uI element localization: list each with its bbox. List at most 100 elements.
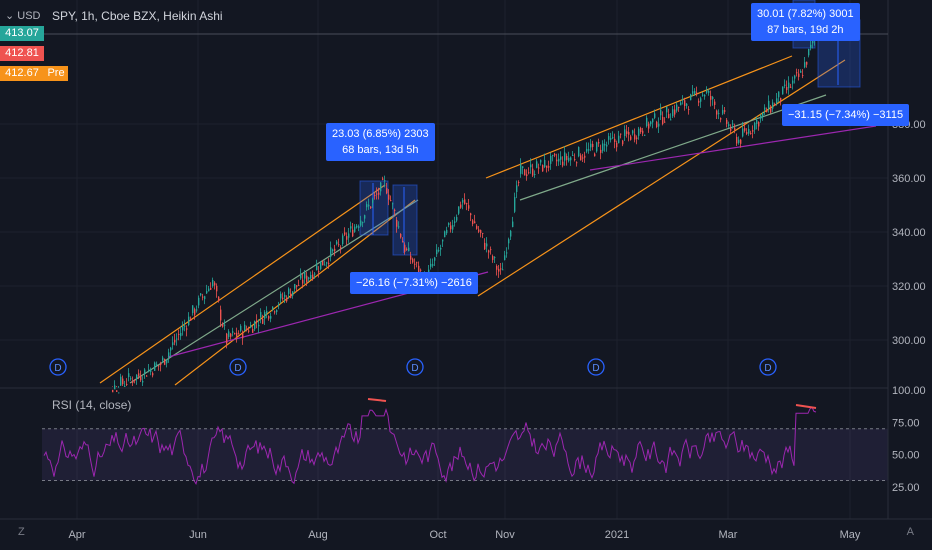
candle-body (528, 172, 530, 174)
candle-body (212, 280, 214, 287)
candle-body (222, 324, 224, 327)
candle-body (348, 233, 350, 238)
candle-body (538, 167, 540, 169)
candle-body (448, 222, 450, 226)
candle-body (718, 113, 720, 115)
candle-body (568, 157, 570, 161)
time-tick-label: May (840, 529, 861, 541)
candle-body (452, 225, 454, 230)
currency-label[interactable]: ⌄ USD (5, 10, 41, 22)
callout-mar-up[interactable]: 30.01 (7.82%) 3001 87 bars, 19d 2h (751, 3, 860, 41)
candle-body (598, 142, 600, 144)
callout-sep-down[interactable]: −26.16 (−7.31%) −2616 (350, 272, 478, 294)
candle-body (362, 222, 364, 224)
dividend-marker[interactable] (406, 358, 424, 376)
candle-body (154, 362, 156, 371)
candle-body (320, 261, 322, 270)
candle-body (642, 130, 644, 134)
candle-body (744, 128, 746, 131)
candle-body (464, 199, 466, 204)
callout-aug-up[interactable]: 23.03 (6.85%) 2303 68 bars, 13d 5h (326, 123, 435, 161)
callout-mar-down[interactable]: −31.15 (−7.34%) −3115 (782, 104, 910, 126)
candle-body (504, 255, 506, 261)
candle-body (550, 155, 552, 164)
candle-body (204, 296, 206, 300)
candle-body (160, 364, 162, 366)
candle-body (792, 80, 794, 84)
candle-body (446, 229, 448, 234)
candle-body (578, 147, 580, 157)
candle-body (392, 203, 394, 205)
candle-body (312, 274, 314, 280)
dividend-marker[interactable] (49, 358, 67, 376)
price-tick-label: 340.00 (892, 227, 926, 239)
candle-body (150, 369, 152, 372)
candle-body (268, 316, 270, 319)
dividend-marker[interactable] (229, 358, 247, 376)
time-axis: Apr Jun Aug Oct Nov 2021 Mar May (68, 529, 860, 541)
candle-body (784, 84, 786, 86)
rsi-title[interactable]: RSI (14, close) (52, 398, 132, 412)
rsi-divergence-2 (795, 404, 817, 409)
candle-body (612, 137, 614, 139)
dividend-marker[interactable] (759, 358, 777, 376)
candle-body (210, 287, 212, 290)
candle-body (228, 331, 230, 337)
rsi-line (43, 406, 817, 486)
candle-body (544, 160, 546, 168)
candle-body (234, 333, 236, 335)
candle-body (486, 243, 488, 247)
candle-body (278, 304, 280, 306)
candle-body (226, 333, 228, 344)
auto-scale-button[interactable]: A (906, 526, 914, 538)
candle-body (646, 117, 648, 127)
candle-body (192, 305, 194, 314)
candle-body (592, 143, 594, 147)
rsi-divergence-1 (367, 398, 387, 402)
candle-body (674, 109, 676, 115)
candle-body (346, 236, 348, 240)
candle-body (802, 75, 804, 77)
candle-body (402, 241, 404, 243)
candle-body (540, 159, 542, 163)
candle-body (274, 311, 276, 313)
candle-body (776, 98, 778, 104)
symbol-title[interactable]: SPY, 1h, Cboe BZX, Heikin Ashi (52, 9, 223, 23)
candle-body (384, 180, 386, 182)
candle-body (626, 131, 628, 134)
candle-body (628, 131, 630, 135)
candle-body (266, 310, 268, 314)
candle-body (166, 359, 168, 364)
candle-body (190, 318, 192, 321)
candle-body (144, 369, 146, 374)
candle-body (292, 291, 294, 296)
candle-body (670, 119, 672, 121)
candle-body (114, 385, 116, 390)
candle-body (148, 369, 150, 372)
candle-body (508, 239, 510, 244)
candle-body (520, 164, 522, 174)
candle-body (638, 128, 640, 136)
candle-body (168, 352, 170, 357)
candle-body (636, 137, 638, 140)
candle-body (502, 269, 504, 271)
candle-body (462, 199, 464, 203)
candle-body (246, 328, 248, 330)
candle-body (506, 252, 508, 254)
candle-body (418, 265, 420, 274)
candle-body (574, 159, 576, 161)
candle-body (686, 103, 688, 106)
candle-body (620, 133, 622, 135)
candle-body (492, 256, 494, 260)
candle-body (132, 381, 134, 383)
candle-body (366, 204, 368, 208)
candle-body (310, 274, 312, 279)
dividend-marker[interactable] (587, 358, 605, 376)
timezone-button[interactable]: Z (18, 526, 25, 538)
candle-body (548, 166, 550, 168)
candle-body (678, 107, 680, 109)
candle-body (294, 284, 296, 289)
candle-body (296, 285, 298, 287)
candle-body (796, 72, 798, 74)
